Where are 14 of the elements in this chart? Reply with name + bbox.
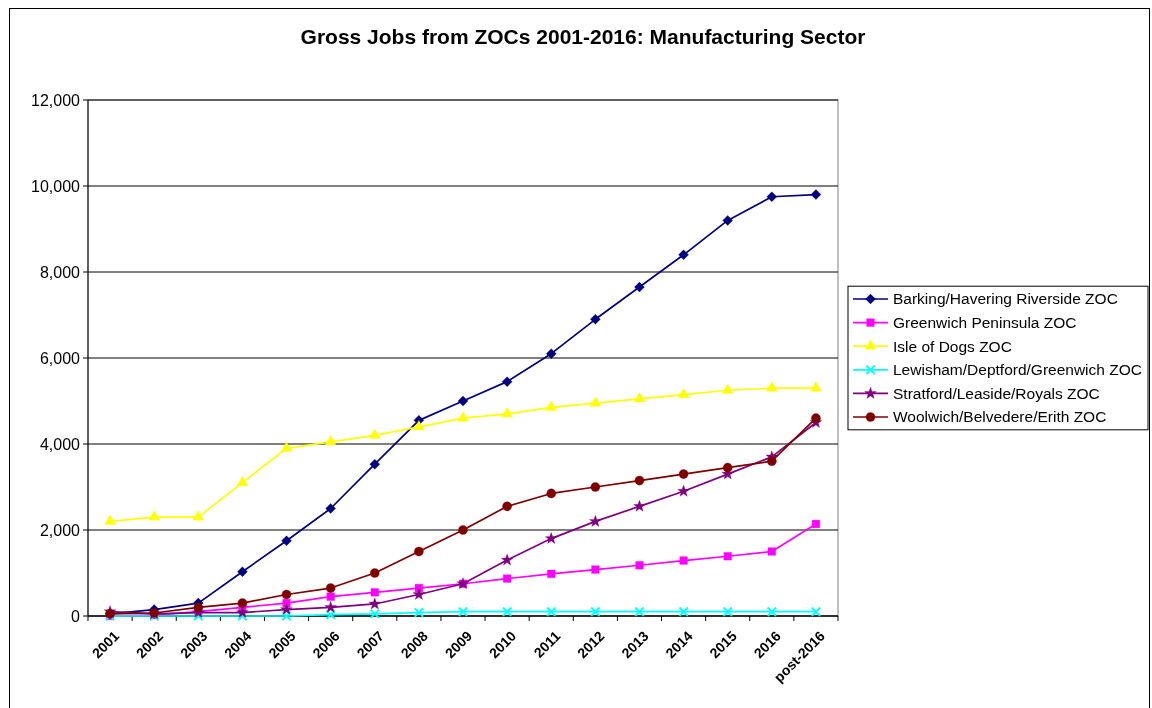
legend-label: Woolwich/Belvedere/Erith ZOC <box>893 408 1107 426</box>
y-tick-label: 12,000 <box>31 91 81 109</box>
chart-title: Gross Jobs from ZOCs 2001-2016: Manufacturing Sector <box>300 25 866 48</box>
y-tick-label: 2,000 <box>39 521 81 539</box>
legend-label: Isle of Dogs ZOC <box>893 337 1012 355</box>
y-tick-label: 4,000 <box>39 435 81 453</box>
y-tick-label: 8,000 <box>39 263 81 281</box>
y-tick-label: 0 <box>71 607 81 625</box>
y-tick-label: 6,000 <box>39 349 81 367</box>
legend-label: Barking/Havering Riverside ZOC <box>893 290 1118 308</box>
legend-label: Lewisham/Deptford/Greenwich ZOC <box>893 361 1142 379</box>
y-tick-label: 10,000 <box>31 177 81 195</box>
legend-label: Greenwich Peninsula ZOC <box>893 314 1077 332</box>
legend-label: Stratford/Leaside/Royals ZOC <box>893 384 1100 402</box>
